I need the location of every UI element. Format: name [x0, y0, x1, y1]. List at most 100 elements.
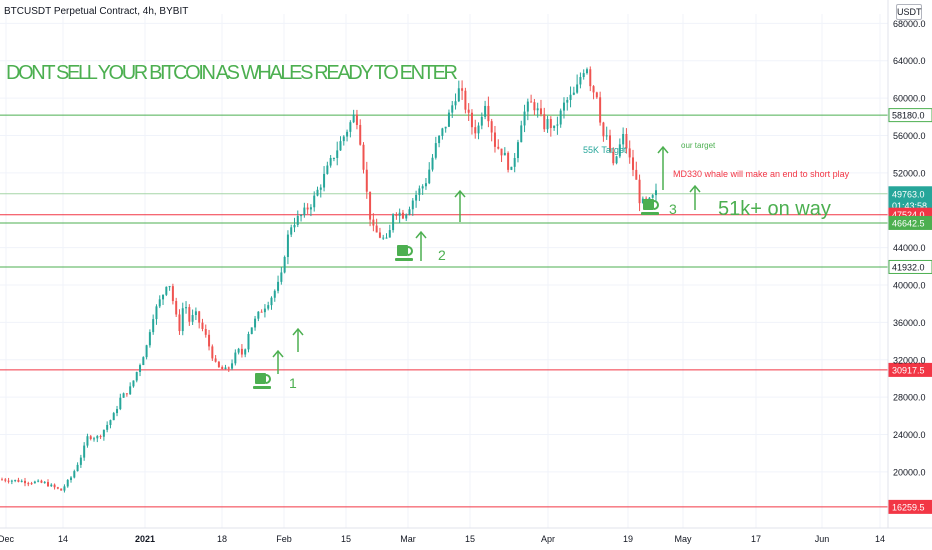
- level-price-tag: [888, 362, 932, 377]
- candle-body: [260, 311, 263, 313]
- x-tick-label: 19: [623, 534, 633, 544]
- candle-body: [99, 436, 102, 438]
- marker-3-cup: [643, 199, 654, 210]
- candle-body: [352, 114, 355, 123]
- candle-body: [237, 348, 240, 353]
- candle-body: [464, 90, 467, 110]
- currency-button[interactable]: USDT: [896, 4, 922, 20]
- candle-body: [93, 438, 96, 440]
- candle-body: [247, 334, 250, 350]
- candle-body: [316, 189, 319, 196]
- candle-body: [24, 480, 27, 484]
- candle-body: [89, 436, 92, 439]
- candle-body: [300, 215, 303, 217]
- candle-body: [10, 480, 13, 482]
- candle-body: [135, 371, 138, 381]
- level-price-tag: [888, 215, 932, 230]
- candle-body: [165, 286, 168, 295]
- candle-body: [1, 479, 3, 481]
- x-tick-label: 17: [751, 534, 761, 544]
- candle-body: [53, 484, 56, 488]
- annotations: DONT SELL YOUR BITCOIN AS WHALES READY T…: [6, 62, 850, 391]
- candle-body: [296, 215, 299, 225]
- candle-body: [454, 101, 457, 106]
- candle-body: [240, 348, 243, 355]
- candle-body: [655, 190, 657, 196]
- candle-body: [507, 152, 510, 170]
- candle-body: [365, 169, 368, 192]
- candle-body: [116, 409, 119, 414]
- candle-body: [168, 286, 171, 288]
- chart-title: DONT SELL YOUR BITCOIN AS WHALES READY T…: [6, 62, 458, 84]
- candle-body: [510, 166, 513, 170]
- marker-2-label: 2: [438, 247, 446, 263]
- candle-body: [208, 334, 211, 347]
- candle-body: [142, 357, 145, 366]
- candle-body: [503, 152, 506, 156]
- candle-body: [254, 318, 257, 328]
- candle-body: [309, 207, 312, 210]
- candle-body: [355, 114, 358, 125]
- x-tick-label: May: [674, 534, 692, 544]
- candle-body: [40, 480, 43, 483]
- candle-body: [191, 315, 194, 322]
- candle-body: [513, 158, 516, 167]
- marker-1-saucer: [253, 386, 271, 389]
- marker-2-handle: [407, 246, 413, 256]
- marker-2-saucer: [395, 258, 413, 261]
- candle-body: [526, 101, 529, 112]
- candle-body: [194, 311, 197, 316]
- candle-body: [484, 105, 487, 117]
- candle-body: [530, 101, 533, 103]
- up-arrow-head: [415, 230, 427, 239]
- candle-body: [411, 200, 414, 210]
- candle-body: [7, 480, 10, 482]
- candle-body: [139, 365, 142, 372]
- candle-body: [546, 119, 549, 130]
- candle-body: [329, 158, 332, 166]
- candle-body: [385, 237, 388, 239]
- candle-body: [313, 195, 316, 208]
- x-tick-label: Dec: [0, 534, 14, 544]
- x-tick-label: Mar: [400, 534, 416, 544]
- candle-body: [549, 119, 552, 128]
- candle-body: [214, 358, 217, 362]
- candle-body: [63, 486, 66, 491]
- candle-body: [33, 481, 36, 484]
- price-axis: 20000.0 24000.0 28000.0 32000.0 36000.0 40000…: [887, 0, 926, 528]
- candle-body: [559, 110, 562, 125]
- candle-body: [523, 111, 526, 126]
- y-tick-label: 44000.0: [893, 243, 926, 253]
- level-price-label: 58180.0: [892, 111, 925, 121]
- candle-body: [122, 393, 125, 398]
- candle-body: [119, 397, 122, 410]
- x-tick-label: 14: [875, 534, 885, 544]
- candle-body: [125, 393, 128, 395]
- candle-body: [162, 294, 165, 300]
- level-price-label: 49763.0: [892, 189, 925, 199]
- annotation-whale-note: MD330 whale will make an end to short pl…: [673, 169, 850, 179]
- level-price-label: 47524.0: [892, 210, 925, 220]
- level-price-label: 16259.5: [892, 502, 925, 512]
- candle-body: [293, 224, 296, 228]
- level-price-label: 30917.5: [892, 365, 925, 375]
- candle-body: [280, 272, 283, 282]
- candle-body: [428, 169, 431, 184]
- candle-body: [303, 207, 306, 216]
- up-arrow-head: [292, 327, 304, 336]
- candle-body: [401, 212, 404, 219]
- candle-body: [395, 214, 398, 216]
- candle-body: [467, 109, 470, 113]
- candle-body: [76, 464, 79, 472]
- candle-body: [349, 122, 352, 132]
- candle-body: [408, 209, 411, 215]
- x-tick-label: Feb: [276, 534, 292, 544]
- candle-body: [444, 126, 447, 129]
- candle-body: [497, 146, 500, 149]
- candle-body: [628, 148, 631, 158]
- candle-body: [451, 105, 454, 113]
- y-tick-label: 20000.0: [893, 467, 926, 477]
- candle-body: [388, 230, 391, 238]
